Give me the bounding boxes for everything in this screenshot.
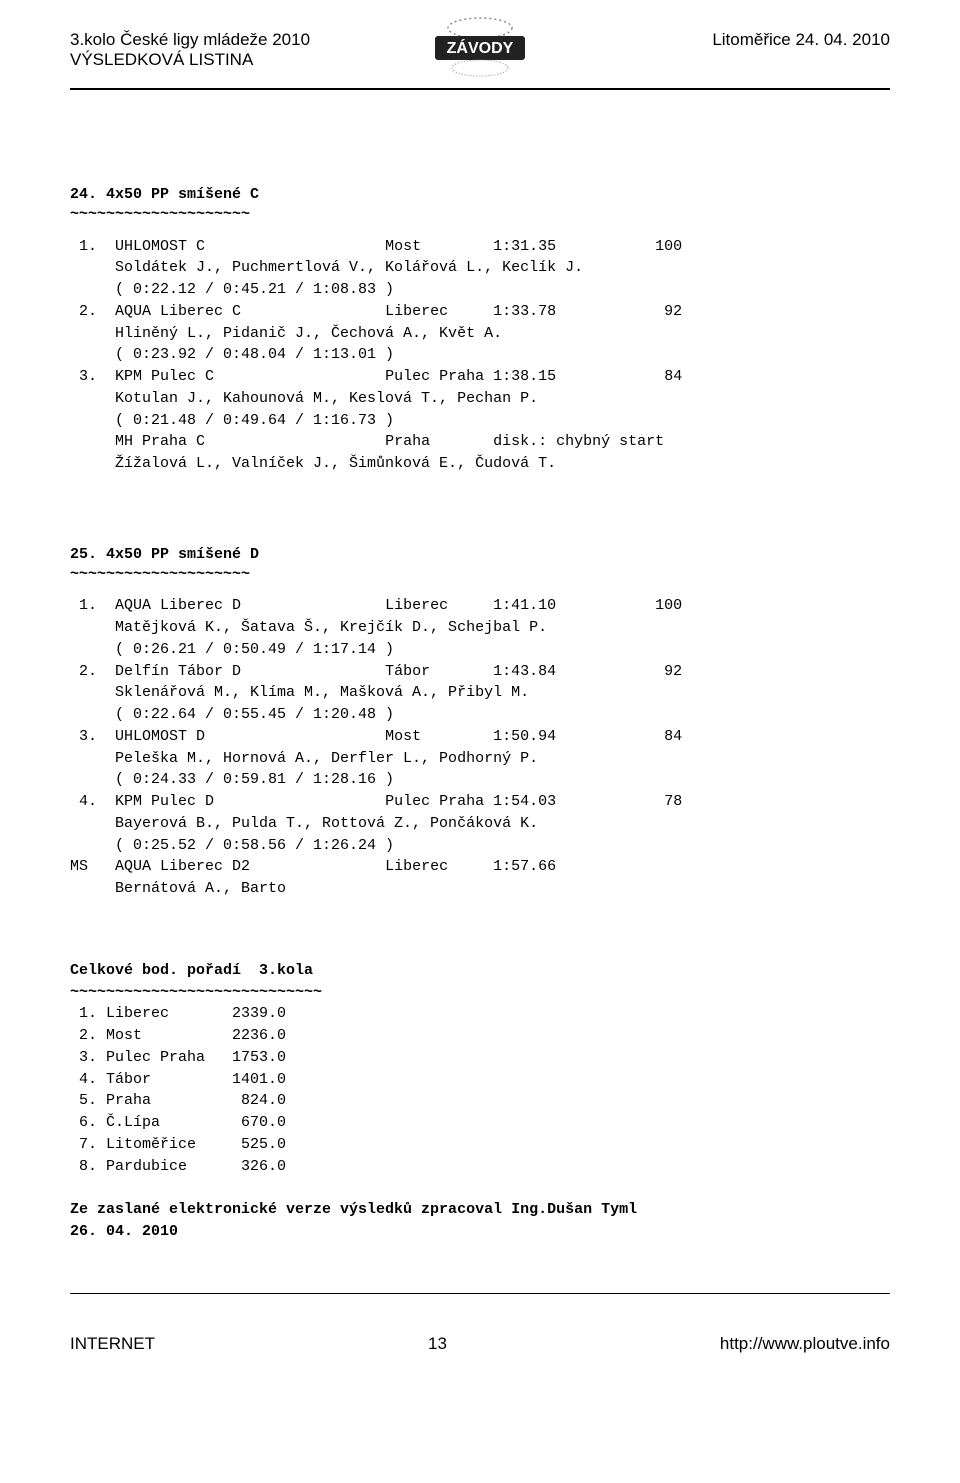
header-right: Litoměřice 24. 04. 2010	[712, 30, 890, 50]
footer-rule	[70, 1293, 890, 1294]
standings-row: 6. Č.Lípa 670.0	[70, 1114, 286, 1131]
event-24-results: 1. UHLOMOST C Most 1:31.35 100 Soldátek …	[70, 236, 890, 475]
standings-title: Celkové bod. pořadí 3.kola	[70, 962, 313, 979]
event-24-tildes: ~~~~~~~~~~~~~~~~~~~~	[70, 205, 890, 225]
standings-row: 3. Pulec Praha 1753.0	[70, 1049, 286, 1066]
footer-left: INTERNET	[70, 1334, 155, 1354]
logo-badge: ZÁVODY	[425, 14, 535, 79]
footer-right: http://www.ploutve.info	[720, 1334, 890, 1354]
event-25-title: 25. 4x50 PP smíšené D	[70, 545, 890, 565]
event-25-tildes: ~~~~~~~~~~~~~~~~~~~~	[70, 565, 890, 585]
processing-note: Ze zaslané elektronické verze výsledků z…	[70, 1199, 890, 1243]
standings-row: 8. Pardubice 326.0	[70, 1158, 286, 1175]
standings-block: Celkové bod. pořadí 3.kola ~~~~~~~~~~~~~…	[70, 960, 890, 1178]
header-left: 3.kolo České ligy mládeže 2010	[70, 30, 310, 50]
footer-center: 13	[428, 1334, 447, 1354]
standings-row: 2. Most 2236.0	[70, 1027, 286, 1044]
standings-tildes: ~~~~~~~~~~~~~~~~~~~~~~~~~~~~	[70, 984, 322, 1001]
header-rule	[70, 88, 890, 90]
event-25-results: 1. AQUA Liberec D Liberec 1:41.10 100 Ma…	[70, 595, 890, 900]
svg-text:ZÁVODY: ZÁVODY	[447, 38, 514, 57]
event-24-title: 24. 4x50 PP smíšené C	[70, 185, 890, 205]
standings-row: 5. Praha 824.0	[70, 1092, 286, 1109]
standings-row: 4. Tábor 1401.0	[70, 1071, 286, 1088]
standings-row: 1. Liberec 2339.0	[70, 1005, 286, 1022]
standings-row: 7. Litoměřice 525.0	[70, 1136, 286, 1153]
